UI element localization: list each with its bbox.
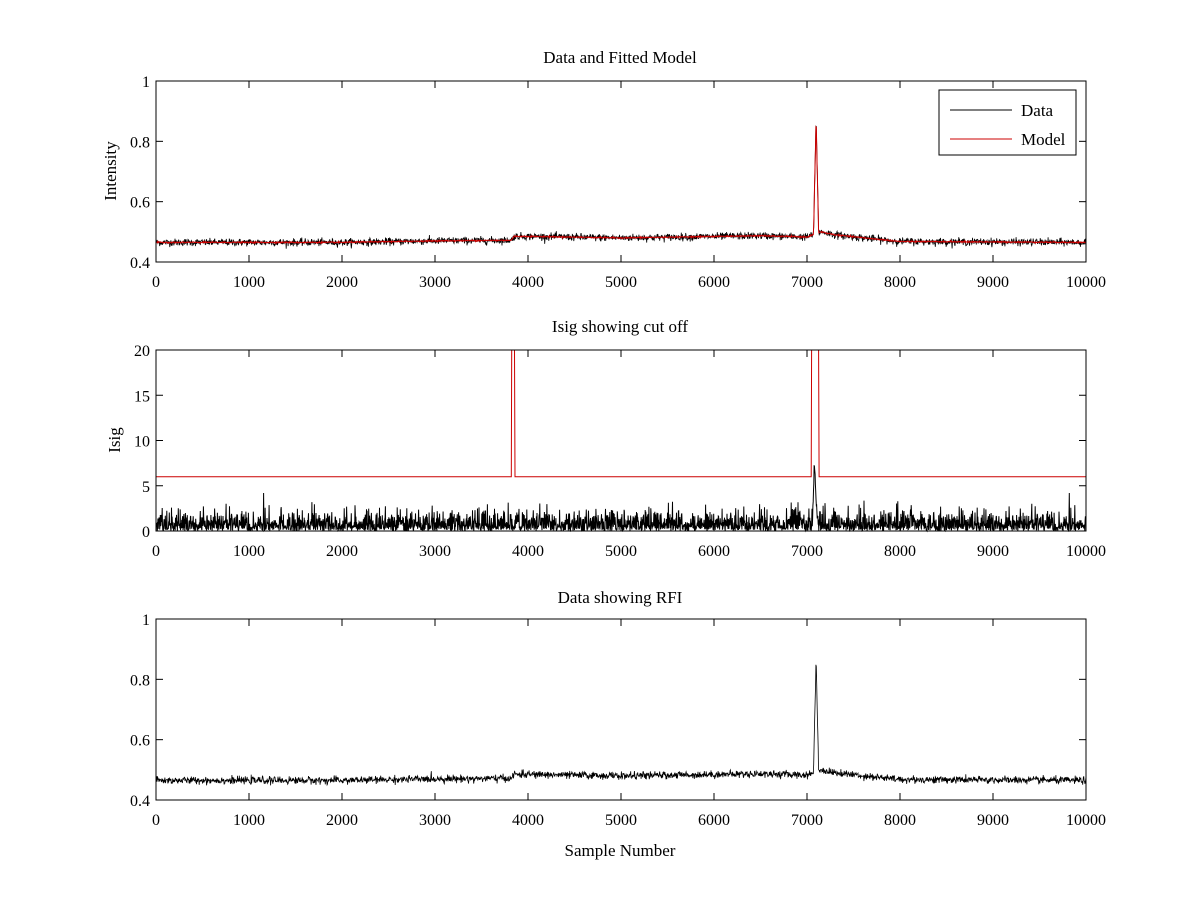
x-tick-label: 3000 (419, 543, 451, 560)
x-tick-label: 6000 (698, 543, 730, 560)
x-tick-label: 2000 (326, 812, 358, 829)
y-tick-label: 0.4 (130, 793, 150, 810)
y-tick-label: 15 (134, 388, 150, 405)
x-tick-label: 1000 (233, 274, 265, 291)
x-tick-label: 4000 (512, 812, 544, 829)
x-tick-label: 3000 (419, 274, 451, 291)
x-tick-label: 8000 (884, 543, 916, 560)
x-tick-label: 9000 (977, 274, 1009, 291)
x-tick-label: 0 (152, 543, 160, 560)
y-tick-label: 0.6 (130, 733, 150, 750)
x-tick-label: 4000 (512, 274, 544, 291)
legend-label-model: Model (1021, 130, 1066, 149)
legend-label-data: Data (1021, 101, 1054, 120)
x-tick-label: 8000 (884, 812, 916, 829)
panel-isig-showing-cut-off: Isig showing cut off Isig 0 1000 2000 3000 4… (105, 317, 1106, 560)
y-tick-label: 10 (134, 434, 150, 451)
panel-title: Data showing RFI (558, 588, 683, 607)
x-tick-label: 9000 (977, 812, 1009, 829)
y-tick-label: 0 (142, 524, 150, 541)
axes-frame (155, 80, 1087, 263)
x-tick-label: 9000 (977, 543, 1009, 560)
x-tick-label: 2000 (326, 274, 358, 291)
x-tick-label: 7000 (791, 543, 823, 560)
panel-data-and-fitted-model: Data and Fitted Model Intensity 0 1000 200… (101, 48, 1106, 291)
series-layer (155, 125, 1087, 249)
y-tick-label: 0.4 (130, 255, 150, 272)
y-tick-label: 0.8 (130, 672, 150, 689)
panel-data-showing-rfi: Data showing RFI Sample Number 0 1000 2000… (130, 588, 1106, 860)
legend: Data Model (938, 89, 1077, 156)
x-tick-label: 5000 (605, 543, 637, 560)
x-tick-label: 10000 (1066, 274, 1106, 291)
y-axis-label: Intensity (101, 141, 120, 201)
x-tick-label: 7000 (791, 812, 823, 829)
series-line-1 (155, 125, 1087, 245)
x-tick-label: 6000 (698, 274, 730, 291)
panel-title: Data and Fitted Model (543, 48, 697, 67)
x-tick-label: 7000 (791, 274, 823, 291)
series-layer (155, 664, 1087, 787)
x-tick-label: 6000 (698, 812, 730, 829)
y-tick-label: 0.6 (130, 195, 150, 212)
x-tick-label: 1000 (233, 812, 265, 829)
x-tick-label: 3000 (419, 812, 451, 829)
y-tick-label: 20 (134, 343, 150, 360)
axes-frame (155, 349, 1087, 532)
x-tick-label: 2000 (326, 543, 358, 560)
x-tick-label: 0 (152, 274, 160, 291)
tick-layer: 0 1000 2000 3000 4000 5000 6000 7000 8000 9000 100… (134, 343, 1106, 560)
x-tick-label: 5000 (605, 274, 637, 291)
axes-frame (155, 618, 1087, 801)
panel-title: Isig showing cut off (552, 317, 688, 336)
series-line-1 (156, 349, 1086, 478)
legend-box (938, 89, 1077, 156)
series-line-0 (155, 664, 1087, 787)
x-tick-label: 10000 (1066, 812, 1106, 829)
y-axis-label: Isig (105, 427, 124, 453)
x-tick-label: 0 (152, 812, 160, 829)
x-tick-label: 5000 (605, 812, 637, 829)
tick-layer: 0 1000 2000 3000 4000 5000 6000 7000 8000 9000 100… (130, 74, 1106, 291)
x-tick-label: 4000 (512, 543, 544, 560)
y-tick-label: 0.8 (130, 134, 150, 151)
y-tick-label: 1 (142, 612, 150, 629)
y-tick-label: 5 (142, 479, 150, 496)
x-axis-label: Sample Number (565, 841, 676, 860)
x-tick-label: 8000 (884, 274, 916, 291)
y-tick-label: 1 (142, 74, 150, 91)
x-tick-label: 1000 (233, 543, 265, 560)
x-tick-label: 10000 (1066, 543, 1106, 560)
